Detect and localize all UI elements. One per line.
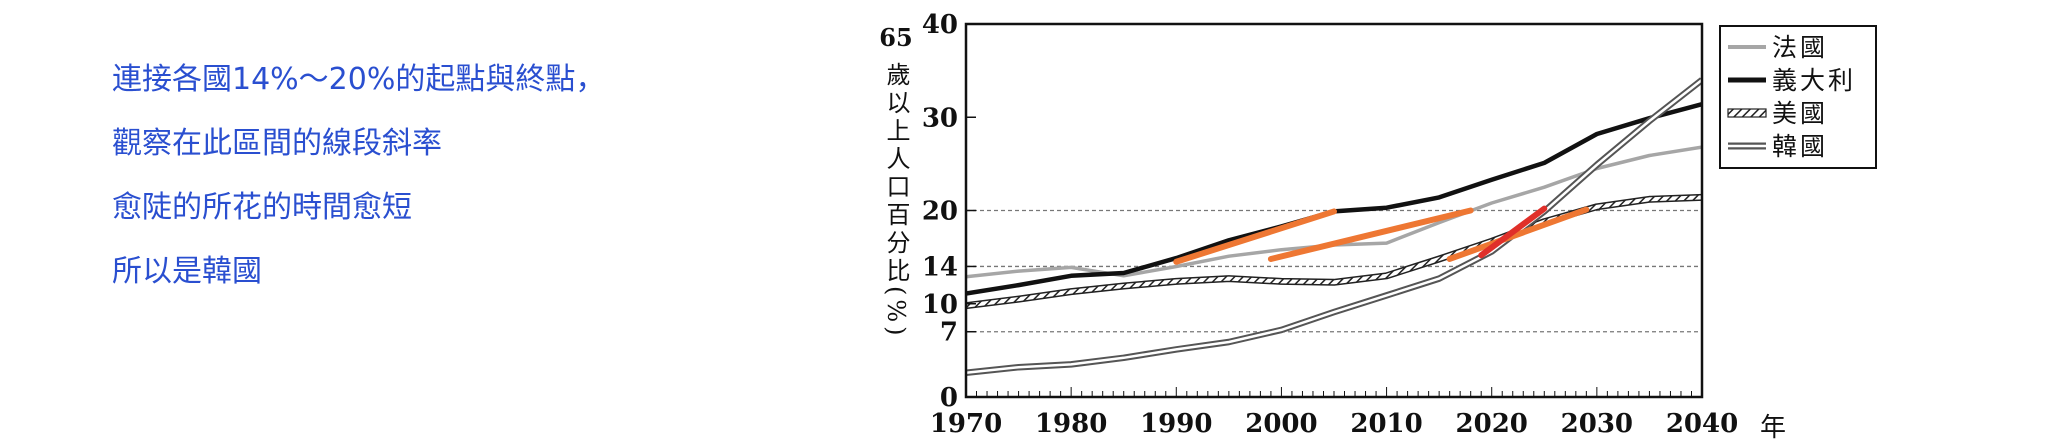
- y-tick-label-14: 14: [922, 252, 958, 282]
- y-tick-label-0: 0: [940, 383, 958, 413]
- y-tick-label-7: 7: [940, 318, 958, 348]
- highlight-segment-3: [1478, 205, 1548, 259]
- annotation-line-4: 所以是韓國: [112, 254, 262, 289]
- legend-label-義大利: 義大利: [1772, 66, 1856, 95]
- legend-label-法國: 法國: [1772, 33, 1828, 62]
- x-tick-label-1970: 1970: [930, 409, 1002, 439]
- x-axis: 1970 1980 1990 2000 2010 2020 2030 2040: [930, 409, 1738, 439]
- annotation-line-2: 觀察在此區間的線段斜率: [112, 126, 442, 161]
- series-line-韓國: [966, 78, 1702, 375]
- legend-item-義大利: 義大利: [1728, 66, 1856, 95]
- annotation-line-1: 連接各國14%～20%的起點與終點，: [112, 62, 606, 97]
- x-tick-label-1990: 1990: [1140, 409, 1212, 439]
- series-line-outer-韓國: [966, 77, 1702, 377]
- x-tick-label-2000: 2000: [1245, 409, 1317, 439]
- legend-label-韓國: 韓國: [1772, 132, 1828, 161]
- x-axis-label: 年: [1760, 413, 1786, 443]
- legend-swatch: [1727, 108, 1767, 118]
- x-tick-label-2010: 2010: [1350, 409, 1422, 439]
- x-tick-label-2020: 2020: [1456, 409, 1528, 439]
- y-tick-label-10: 10: [922, 290, 958, 320]
- x-minor-ticks: [965, 387, 1703, 397]
- series-義大利: [966, 102, 1702, 296]
- legend-item-法國: 法國: [1728, 33, 1828, 62]
- highlight-segment-0: [1267, 207, 1474, 262]
- annotation-text: 連接各國14%～20%的起點與終點， 觀察在此區間的線段斜率 愈陡的所花的時間愈…: [112, 48, 832, 304]
- y-axis-label-top: 65: [879, 23, 912, 52]
- highlight-segment-1: [1173, 208, 1337, 265]
- annotation-line-3: 愈陡的所花的時間愈短: [112, 190, 412, 225]
- x-tick-label-1980: 1980: [1035, 409, 1107, 439]
- series-line-義大利: [966, 102, 1702, 296]
- legend-label-美國: 美國: [1772, 99, 1828, 128]
- y-tick-label-20: 20: [922, 197, 958, 227]
- y-axis-label: 歲以上人口百分比(%): [882, 62, 910, 340]
- series-韓國: [966, 77, 1702, 377]
- series-layer: [966, 77, 1702, 377]
- highlight-segment-2: [1446, 206, 1590, 262]
- x-tick-label-2040: 2040: [1666, 409, 1738, 439]
- legend-item-韓國: 韓國: [1728, 132, 1828, 161]
- legend-item-美國: 美國: [1727, 99, 1828, 128]
- x-tick-label-2030: 2030: [1561, 409, 1633, 439]
- y-tick-label-30: 30: [922, 103, 958, 133]
- highlight-layer: [1173, 205, 1590, 265]
- y-tick-label-40: 40: [922, 10, 958, 40]
